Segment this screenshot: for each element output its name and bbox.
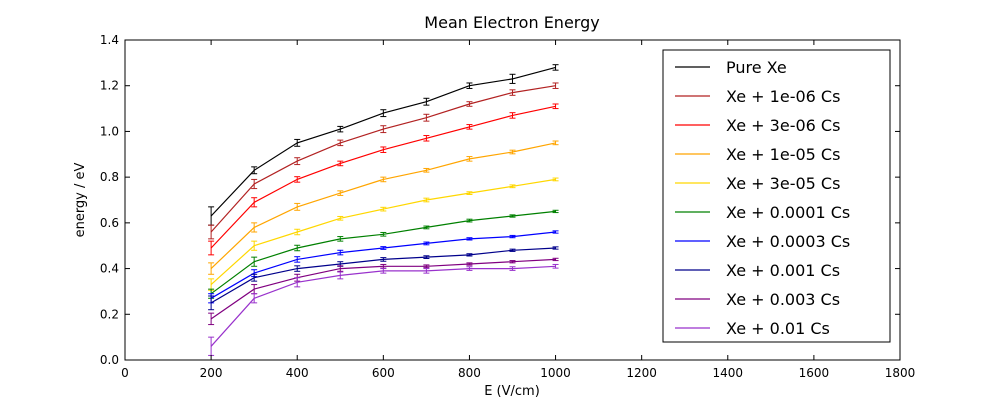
x-tick-label: 0 <box>121 366 129 380</box>
series-xe-0-0003-cs <box>208 230 559 304</box>
x-tick-label: 1000 <box>540 366 571 380</box>
x-tick-label: 400 <box>286 366 309 380</box>
x-tick-label: 1600 <box>799 366 830 380</box>
x-tick-label: 600 <box>372 366 395 380</box>
axes-frame <box>124 39 901 361</box>
legend-label: Xe + 1e-06 Cs <box>726 87 840 106</box>
legend-label: Xe + 0.0001 Cs <box>726 203 850 222</box>
y-tick-label: 0.2 <box>100 307 119 321</box>
legend-box <box>662 49 891 343</box>
y-axis-label: energy / eV <box>73 162 88 237</box>
legend-label: Xe + 0.003 Cs <box>726 290 840 309</box>
x-tick-label: 800 <box>458 366 481 380</box>
legend-label: Xe + 1e-05 Cs <box>726 145 840 164</box>
chart-title: Mean Electron Energy <box>424 13 599 32</box>
x-tick-label: 1200 <box>626 366 657 380</box>
series-xe-0-01-cs <box>208 263 559 356</box>
y-tick-label: 0.6 <box>100 216 119 230</box>
legend-label: Xe + 0.001 Cs <box>726 261 840 280</box>
x-tick-label: 1400 <box>713 366 744 380</box>
series-xe-0-001-cs <box>208 246 559 311</box>
legend-label: Xe + 3e-06 Cs <box>726 116 840 135</box>
series-xe-3e-05-cs <box>208 177 559 291</box>
legend-label: Pure Xe <box>726 58 787 77</box>
y-tick-label: 0.4 <box>100 262 119 276</box>
y-tick-label: 1.4 <box>100 33 119 47</box>
series-pure-xe <box>208 64 559 226</box>
x-tick-label: 1800 <box>885 366 916 380</box>
y-axis: 0.0 0.2 0.4 0.6 0.8 1.0 1.2 1.4 <box>100 33 900 367</box>
y-tick-label: 1.2 <box>100 79 119 93</box>
series-xe-1e-05-cs <box>208 140 559 275</box>
legend-label: Xe + 0.01 Cs <box>726 319 830 338</box>
x-tick-label: 200 <box>200 366 223 380</box>
y-tick-label: 1.0 <box>100 124 119 138</box>
y-tick-label: 0.8 <box>100 170 119 184</box>
x-axis-label: E (V/cm) <box>484 384 540 399</box>
legend: Pure Xe Xe + 1e-06 Cs Xe + 3e-06 Cs Xe + 1e… <box>662 49 891 343</box>
legend-label: Xe + 0.0003 Cs <box>726 232 850 251</box>
plot-area <box>208 64 559 356</box>
series-line <box>210 66 556 217</box>
series-line <box>210 265 556 347</box>
series-xe-0-003-cs <box>208 257 559 326</box>
legend-label: Xe + 3e-05 Cs <box>726 174 840 193</box>
series-xe-1e-06-cs <box>208 82 559 240</box>
series-xe-0-0001-cs <box>208 209 559 299</box>
y-tick-label: 0.0 <box>100 353 119 367</box>
series-xe-3e-06-cs <box>208 103 559 256</box>
